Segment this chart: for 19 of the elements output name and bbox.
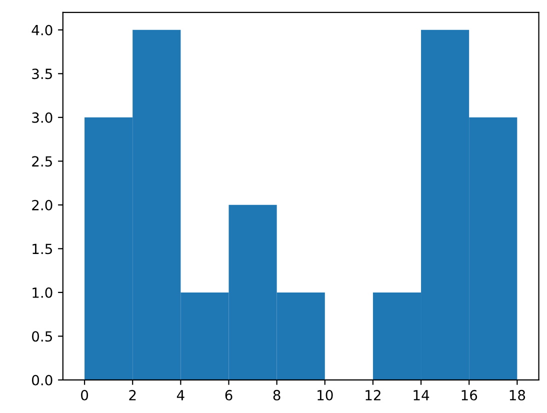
x-tick-label: 10 xyxy=(318,390,333,400)
x-tick-label: 2 xyxy=(129,390,136,400)
y-tick-label: 1.0 xyxy=(32,287,52,298)
x-tick-label: 6 xyxy=(225,390,232,400)
y-tick-label: 0.5 xyxy=(32,331,52,342)
x-tick-label: 18 xyxy=(510,390,526,400)
x-tick-label: 8 xyxy=(273,390,280,400)
y-tick-label: 3.0 xyxy=(32,112,52,123)
x-tick-label: 12 xyxy=(366,390,380,400)
x-tick-label: 0 xyxy=(81,390,88,400)
y-tick-label: 2.0 xyxy=(32,200,52,210)
y-tick-label: 4.0 xyxy=(32,24,52,36)
y-tick-label: 1.5 xyxy=(32,244,52,254)
x-tick-label: 4 xyxy=(176,390,184,400)
x-tick-label: 16 xyxy=(462,390,478,400)
y-tick-label: 2.5 xyxy=(32,156,52,167)
y-tick-label: 3.5 xyxy=(32,68,52,80)
y-tick-label: 0.0 xyxy=(32,374,52,386)
x-tick-label: 14 xyxy=(414,390,430,400)
